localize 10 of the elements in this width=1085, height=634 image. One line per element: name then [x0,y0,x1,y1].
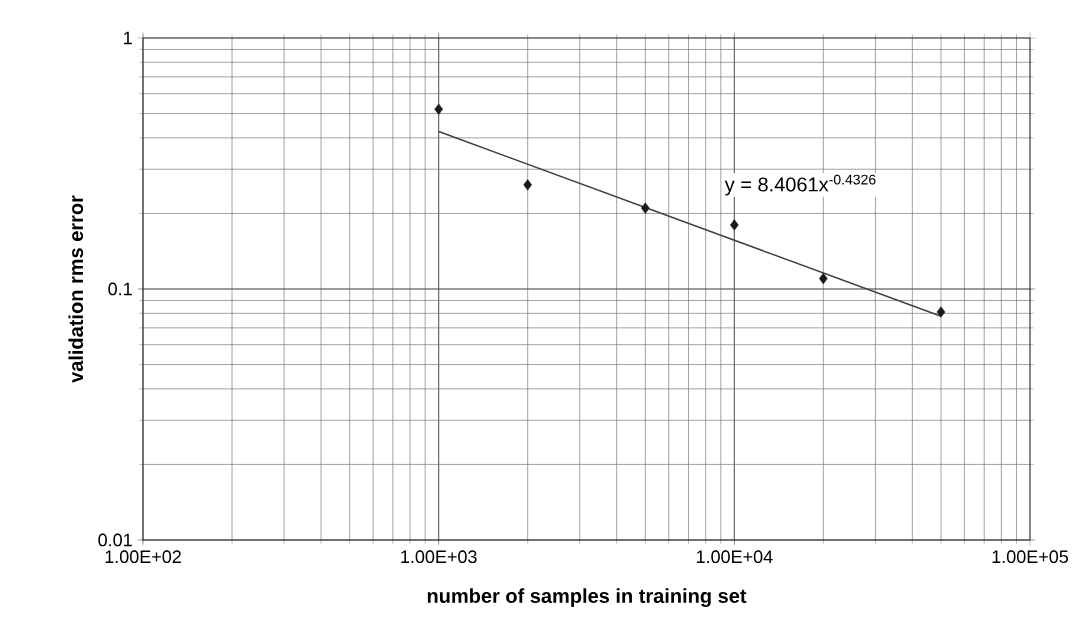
y-tick-label: 0.1 [108,282,132,296]
y-tick-label: 1 [124,31,132,45]
y-tick-label: 0.01 [98,533,132,547]
x-tick-label: 1.00E+02 [105,550,181,564]
x-tick-label: 1.00E+04 [696,550,773,564]
x-tick-label: 1.00E+03 [401,550,477,564]
y-axis-title: validation rms error [68,195,84,383]
x-tick-label: 1.00E+05 [992,550,1069,564]
x-axis-title: number of samples in training set [427,588,747,608]
annotation: y = 8.4061x$^{-0.4326}$ [724,174,876,196]
